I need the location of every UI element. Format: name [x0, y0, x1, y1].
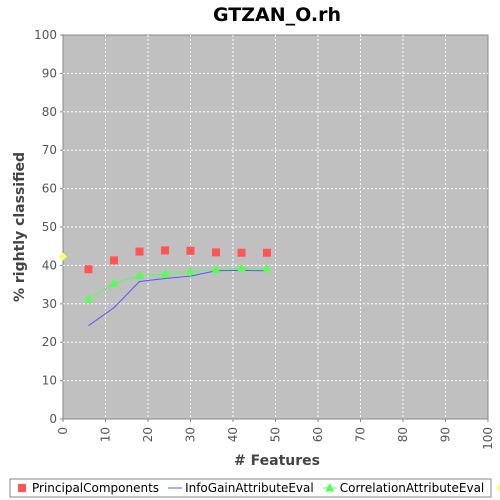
data-point: [238, 249, 246, 257]
x-tick-label: 80: [396, 427, 410, 442]
x-tick-label: 20: [141, 427, 155, 442]
y-tick-label: 10: [42, 374, 57, 388]
x-tick-label: 0: [56, 427, 70, 435]
x-tick-label: 30: [184, 427, 198, 442]
legend-swatch: [18, 484, 26, 492]
x-tick-label: 90: [439, 427, 453, 442]
data-point: [85, 265, 93, 273]
legend-item: None: [496, 481, 500, 495]
data-point: [263, 249, 271, 257]
legend-item: PrincipalComponents: [18, 481, 159, 495]
x-tick-label: 60: [311, 427, 325, 442]
data-point: [136, 248, 144, 256]
x-tick-label: 10: [99, 427, 113, 442]
y-axis-ticks: 0 10 20 30 40 50 60 70 80 90 100: [34, 28, 63, 426]
chart-title: GTZAN_O.rh: [213, 4, 341, 26]
legend-item: InfoGainAttributeEval: [168, 481, 314, 495]
y-tick-label: 100: [34, 28, 57, 42]
legend-label: PrincipalComponents: [32, 481, 159, 495]
data-point: [161, 246, 169, 254]
data-point: [187, 247, 195, 255]
y-tick-label: 50: [42, 220, 57, 234]
y-tick-label: 70: [42, 143, 57, 157]
y-tick-label: 90: [42, 66, 57, 80]
legend-item: CorrelationAttributeEval: [323, 481, 485, 495]
x-tick-label: 50: [269, 427, 283, 442]
legend: PrincipalComponents InfoGainAttributeEval…: [18, 481, 500, 495]
x-tick-label: 40: [226, 427, 240, 442]
y-tick-label: 30: [42, 297, 57, 311]
y-tick-label: 60: [42, 182, 57, 196]
y-tick-label: 0: [49, 412, 57, 426]
legend-label: InfoGainAttributeEval: [185, 481, 314, 495]
x-tick-label: 70: [354, 427, 368, 442]
x-tick-label: 100: [481, 427, 495, 450]
y-tick-label: 40: [42, 258, 57, 272]
data-point: [110, 256, 118, 264]
data-point: [212, 248, 220, 256]
y-tick-label: 80: [42, 105, 57, 119]
legend-label: CorrelationAttributeEval: [340, 481, 485, 495]
x-axis-ticks: 0 10 20 30 40 50 60 70 80 90 100: [56, 419, 495, 450]
x-axis-title: # Features: [234, 453, 320, 469]
y-axis-title: % rightly classified: [12, 152, 28, 302]
legend-swatch: [496, 484, 500, 492]
y-tick-label: 20: [42, 335, 57, 349]
